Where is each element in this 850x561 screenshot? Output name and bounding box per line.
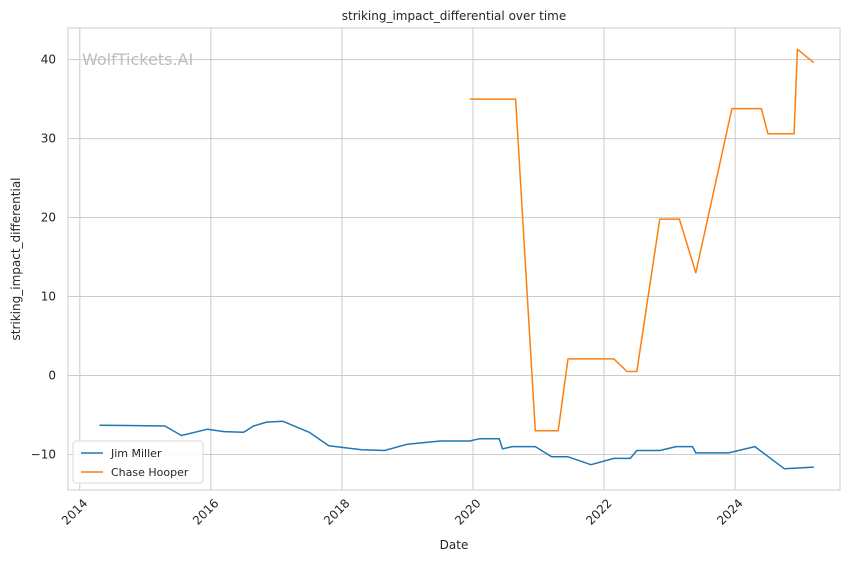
y-tick-label: 30 bbox=[41, 132, 56, 146]
series-layer bbox=[99, 48, 815, 470]
y-tick-label: 10 bbox=[41, 290, 56, 304]
x-tick-label: 2020 bbox=[452, 496, 483, 527]
x-axis-label: Date bbox=[440, 538, 469, 552]
legend-box bbox=[72, 440, 204, 484]
watermark: WolfTickets.AI bbox=[82, 50, 193, 69]
y-tick-label: 40 bbox=[41, 53, 56, 67]
plot-frame bbox=[67, 27, 841, 491]
y-tick-label: 0 bbox=[48, 368, 56, 382]
legend-label: Chase Hooper bbox=[111, 466, 189, 479]
y-tick-label: −10 bbox=[31, 447, 56, 461]
x-tick-label: 2018 bbox=[321, 496, 352, 527]
plot-area bbox=[68, 28, 840, 490]
chart-title: striking_impact_differential over time bbox=[342, 9, 567, 23]
x-tick-label: 2024 bbox=[714, 496, 745, 527]
y-tick-label: 20 bbox=[41, 211, 56, 225]
legend: Jim Miller Chase Hooper bbox=[72, 440, 204, 484]
x-tick-label: 2022 bbox=[583, 496, 614, 527]
series-line-chase-hooper bbox=[469, 48, 815, 432]
legend-label: Jim Miller bbox=[110, 447, 162, 460]
y-axis-label: striking_impact_differential bbox=[9, 177, 23, 340]
series-line-jim-miller bbox=[99, 420, 814, 470]
x-tick-label: 2016 bbox=[190, 496, 221, 527]
x-tick-label: 2014 bbox=[59, 496, 90, 527]
